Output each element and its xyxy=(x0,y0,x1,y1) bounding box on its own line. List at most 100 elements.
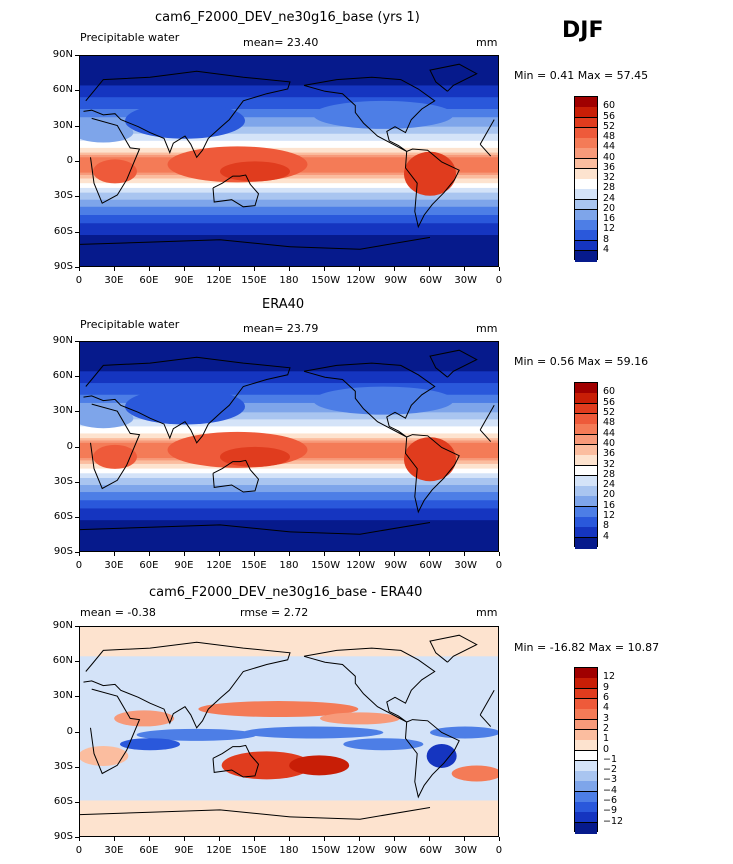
colorbar-swatch xyxy=(575,220,597,231)
colorbar-swatch xyxy=(575,444,597,456)
colorbar-label: 60 xyxy=(603,100,616,112)
field-blob xyxy=(313,100,454,129)
lon-tick-label: 60E xyxy=(139,845,159,856)
lon-tick-label: 120E xyxy=(206,560,232,571)
lon-tick xyxy=(289,837,290,841)
lon-tick-label: 30W xyxy=(454,560,478,571)
colorbar-swatch xyxy=(575,760,597,772)
colorbar-label: 4 xyxy=(603,702,610,714)
season-label: DJF xyxy=(562,18,604,43)
lon-tick xyxy=(464,267,465,271)
lat-tick-label: 30N xyxy=(52,405,73,417)
colorbar-swatch xyxy=(575,403,597,415)
map-field xyxy=(79,341,499,552)
lon-tick-label: 60W xyxy=(419,275,443,286)
colorbar-swatch xyxy=(575,517,597,528)
lon-tick xyxy=(359,552,360,556)
lon-tick-label: 30E xyxy=(104,560,124,571)
colorbar-label: 52 xyxy=(603,406,616,418)
colorbar xyxy=(574,96,598,262)
colorbar-label: 56 xyxy=(603,396,616,408)
colorbar-swatch xyxy=(575,434,597,446)
lat-tick-label: 90S xyxy=(53,831,73,842)
colorbar-swatch xyxy=(575,527,597,539)
colorbar-swatch xyxy=(575,209,597,221)
lon-tick xyxy=(149,837,150,841)
map-field xyxy=(79,626,499,837)
lon-tick xyxy=(79,267,80,271)
field-blob xyxy=(430,726,498,739)
lon-tick xyxy=(184,552,185,556)
colorbar-swatch xyxy=(575,678,597,690)
lat-tick xyxy=(75,661,79,663)
colorbar-swatch xyxy=(575,179,597,190)
lon-tick xyxy=(499,837,500,841)
units-text: mm xyxy=(476,606,498,619)
lon-tick xyxy=(464,837,465,841)
field-blob xyxy=(451,765,498,782)
lon-tick-label: 0 xyxy=(495,560,503,571)
panel-title: ERA40 xyxy=(262,297,305,312)
coastline xyxy=(479,143,492,157)
lat-tick-label: 30N xyxy=(52,119,73,131)
field-blob xyxy=(80,745,129,766)
coastline xyxy=(90,117,141,204)
coastline xyxy=(303,362,436,438)
lon-tick xyxy=(114,552,115,556)
colorbar-label: 36 xyxy=(603,161,616,173)
colorbar-label: 40 xyxy=(603,437,616,449)
colorbar-swatch xyxy=(575,240,597,252)
lat-tick xyxy=(75,481,79,483)
colorbar-swatch xyxy=(575,189,597,200)
lon-tick-label: 120E xyxy=(206,845,232,856)
colorbar-swatch xyxy=(575,465,597,477)
colorbar-label: 16 xyxy=(603,499,616,511)
contour-map xyxy=(80,56,498,266)
lat-tick-label: 90S xyxy=(53,546,73,557)
coastline xyxy=(429,349,478,378)
colorbar-label: −9 xyxy=(603,805,618,817)
lon-tick xyxy=(429,552,430,556)
coastline xyxy=(289,807,431,820)
lon-tick xyxy=(254,837,255,841)
lat-tick xyxy=(75,766,79,768)
colorbar-label: −2 xyxy=(603,764,618,776)
field-band xyxy=(80,627,498,657)
lat-tick-label: 60N xyxy=(52,84,73,96)
colorbar-swatch xyxy=(575,698,597,710)
lon-tick-label: 60E xyxy=(139,275,159,286)
lon-tick-label: 150W xyxy=(311,560,341,571)
lon-tick-label: 150W xyxy=(311,845,341,856)
lon-tick-label: 180 xyxy=(279,845,299,856)
colorbar-swatch xyxy=(575,148,597,159)
colorbar-label: 12 xyxy=(603,671,616,683)
colorbar-label: 4 xyxy=(603,530,610,542)
colorbar-swatch xyxy=(575,455,597,466)
colorbar-swatch xyxy=(575,168,597,180)
lat-tick xyxy=(75,801,79,803)
colorbar-label: 56 xyxy=(603,110,616,122)
colorbar-swatch xyxy=(575,537,597,549)
lat-tick-label: 30S xyxy=(53,760,73,772)
lon-tick xyxy=(359,267,360,271)
lon-tick-label: 60W xyxy=(419,560,443,571)
lon-tick-label: 90E xyxy=(174,275,194,286)
lon-tick xyxy=(394,552,395,556)
field-blob xyxy=(220,161,290,182)
coastline xyxy=(479,714,492,727)
lon-tick-label: 0 xyxy=(75,845,83,856)
colorbar-label: 0 xyxy=(603,743,610,755)
colorbar-swatch xyxy=(575,393,597,405)
lon-tick-label: 30E xyxy=(104,845,124,856)
lon-tick-label: 0 xyxy=(495,275,503,286)
coastline xyxy=(83,356,291,444)
colorbar-swatch xyxy=(575,199,597,211)
colorbar-swatch xyxy=(575,781,597,793)
lat-tick xyxy=(75,552,79,553)
coastline xyxy=(303,647,436,723)
lon-tick-label: 30W xyxy=(454,275,478,286)
lat-tick xyxy=(75,626,79,627)
lon-tick xyxy=(114,267,115,271)
field-blob xyxy=(136,728,257,741)
colorbar-label: 6 xyxy=(603,691,610,703)
